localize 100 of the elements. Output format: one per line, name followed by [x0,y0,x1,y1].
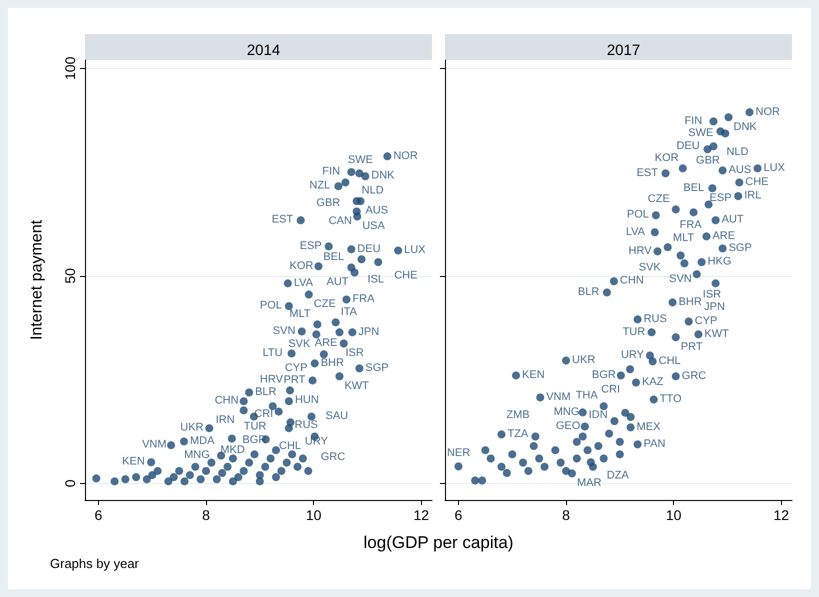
data-label: BGR [592,368,616,381]
data-label: LUX [404,244,426,256]
data-label: URY [304,436,329,448]
data-label: PAN [644,438,666,450]
data-label: GRC [682,370,706,382]
data-label: SWE [688,126,714,139]
data-label: IDN [588,408,608,421]
x-tick-label: 10 [666,507,682,523]
data-label: HRV [260,374,284,386]
data-label: AUT [326,276,349,288]
data-label: TUR [622,326,646,338]
data-label: RUS [294,419,318,432]
data-label: KEN [122,456,145,468]
data-label: POL [260,300,282,312]
data-label: ISR [345,346,364,359]
x-tick-label: 12 [773,507,790,523]
data-label: DZA [606,470,630,482]
y-tick-label: 0 [62,479,78,488]
data-label: DNK [371,170,396,182]
data-label: VNM [142,438,167,451]
data-label: FRA [352,293,376,306]
data-label: MNG [554,406,580,418]
data-label: DEU [676,140,700,152]
data-label: MDA [190,434,216,447]
data-label: LTU [262,346,283,359]
data-label: CRI [601,384,620,396]
data-label: BLR [255,386,277,398]
data-label: NZL [309,180,330,192]
data-label: PRT [284,374,306,386]
data-label: GRC [320,450,346,463]
data-label: LUX [764,162,786,174]
data-label: KWT [704,328,730,340]
data-label: SVK [638,262,662,274]
data-label: BHR [678,296,702,308]
data-label: CZE [314,298,336,310]
data-label: CAN [328,215,352,228]
data-label: BEL [683,182,704,194]
data-label: LVA [294,276,314,289]
data-label: SGP [728,242,752,254]
data-label: HKG [708,256,732,268]
x-tick-label: 8 [562,507,570,523]
data-label: GBR [696,154,720,167]
data-label: FIN [322,166,340,178]
data-label: IRN [216,414,235,426]
data-label: VNM [546,390,571,403]
x-axis-title: log(GDP per capita) [362,533,514,553]
data-label: THA [576,390,598,402]
data-label: MNG [184,449,210,462]
data-label: MLT [672,232,694,244]
data-label: GBR [316,196,340,209]
data-label: SVN [669,273,692,286]
data-label: USA [362,220,386,232]
data-label: AUT [722,214,744,226]
data-label: RUS [644,312,667,325]
data-label: TTO [660,393,682,406]
y-tick-label: 100 [62,56,78,80]
data-label: DNK [734,120,758,133]
data-label: CYP [284,362,308,374]
data-label: BHR [320,356,344,369]
data-label: ESP [710,192,732,204]
data-label: IRL [744,190,762,202]
data-label: TZA [507,428,529,440]
data-label: MLT [289,308,311,320]
data-label: ISR [702,288,722,301]
data-label: NOR [756,106,780,118]
data-label: AUS [728,164,752,176]
data-label: AUS [365,204,388,217]
data-label: SAU [325,410,348,422]
data-label: BEL [323,251,344,264]
data-label: NOR [393,150,418,162]
x-tick-label: 10 [306,507,322,523]
data-label: UKR [572,354,596,366]
data-label: KEN [522,368,545,381]
data-label: HRV [628,244,652,257]
x-tick-label: 8 [202,507,210,523]
chart-title: 2014 [246,42,280,59]
data-label: MKD [220,444,245,456]
data-label: UKR [180,422,204,434]
data-label: ZMB [506,408,530,421]
data-label: JPN [704,300,725,313]
data-label: SGP [365,362,389,374]
data-label: CYP [694,315,718,328]
data-label: FIN [684,114,702,127]
data-label: CRI [254,408,274,420]
data-label: LVA [626,226,646,238]
data-label: KOR [289,260,314,272]
data-label: NLD [362,184,384,197]
data-label: JPN [358,326,380,338]
data-label: ARE [712,230,736,242]
data-label: SVK [288,338,312,350]
data-label: CHN [214,394,239,407]
x-tick-label: 6 [454,507,463,523]
data-label: HUN [294,394,319,406]
data-label: NLD [726,146,749,158]
data-label: CZE [648,192,670,205]
data-label: EST [636,166,658,179]
data-label: TUR [244,420,266,433]
data-label: FRA [680,218,702,231]
data-label: POL [626,208,649,221]
data-label: URY [620,349,645,362]
